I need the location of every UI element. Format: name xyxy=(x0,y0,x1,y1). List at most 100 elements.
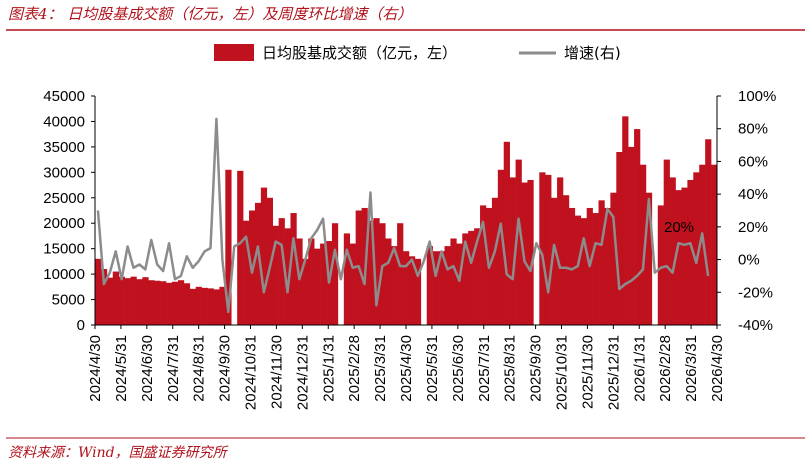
x-tick-label: 2024/6/30 xyxy=(139,335,156,402)
bar xyxy=(450,238,457,325)
x-tick-label: 2025/12/31 xyxy=(605,335,622,410)
bar xyxy=(634,129,641,325)
x-tick-label: 2026/4/30 xyxy=(709,335,726,402)
legend-line-label: 增速(右) xyxy=(564,44,621,62)
bar xyxy=(699,164,706,325)
bar xyxy=(474,228,481,325)
x-tick-label: 2025/6/30 xyxy=(450,335,467,402)
bar xyxy=(444,246,451,325)
bar xyxy=(551,197,558,325)
bar xyxy=(462,233,469,325)
bar xyxy=(302,258,309,325)
bar xyxy=(681,187,688,325)
bar xyxy=(160,281,167,325)
bar xyxy=(272,225,279,325)
bar xyxy=(408,256,416,325)
bar xyxy=(195,286,202,325)
bar xyxy=(616,151,623,325)
bar xyxy=(349,243,356,325)
x-tick-label: 2025/8/31 xyxy=(502,335,519,402)
bar xyxy=(568,207,576,325)
x-tick-label: 2025/5/31 xyxy=(424,335,441,402)
left-tick-label: 25000 xyxy=(43,190,85,207)
bar xyxy=(106,277,114,325)
growth-line xyxy=(96,117,710,314)
bar xyxy=(645,192,653,325)
bar xyxy=(243,220,250,325)
bar-series xyxy=(95,116,718,325)
bar xyxy=(509,177,516,325)
left-tick-label: 5000 xyxy=(52,292,85,309)
bar xyxy=(177,280,185,325)
bar xyxy=(124,278,131,325)
left-tick-label: 20000 xyxy=(43,215,85,232)
bar xyxy=(574,215,582,325)
bar xyxy=(308,238,315,325)
x-tick-label: 2025/11/30 xyxy=(579,335,596,409)
bar xyxy=(391,246,398,325)
bar xyxy=(385,238,392,325)
legend-bar-label: 日均股基成交额（亿元，左） xyxy=(262,44,457,62)
x-tick-label: 2025/3/31 xyxy=(372,335,389,402)
bar xyxy=(237,170,244,325)
x-tick-label: 2026/3/31 xyxy=(683,335,700,402)
x-tick-label: 2025/1/31 xyxy=(320,335,337,402)
x-tick-label: 2025/7/31 xyxy=(476,335,493,402)
bar xyxy=(112,271,119,325)
bar xyxy=(480,205,487,325)
bar xyxy=(373,218,380,325)
x-tick-label: 2024/11/30 xyxy=(268,335,285,409)
bar xyxy=(207,288,214,325)
source-note: 资料来源：Wind，国盛证券研究所 xyxy=(8,445,229,461)
bar xyxy=(604,207,611,325)
bar xyxy=(260,187,268,325)
bar xyxy=(142,277,149,325)
x-tick-label: 2024/5/31 xyxy=(113,335,130,402)
x-tick-label: 2024/7/31 xyxy=(165,335,182,402)
bar xyxy=(539,172,546,325)
bar xyxy=(100,269,108,325)
bar xyxy=(201,287,208,325)
bar xyxy=(438,251,445,325)
bar xyxy=(136,279,143,325)
x-tick-label: 2025/2/28 xyxy=(346,335,363,402)
bar xyxy=(639,164,647,325)
left-tick-label: 40000 xyxy=(43,113,85,130)
right-tick-label: 0% xyxy=(738,252,760,269)
bar xyxy=(669,177,676,325)
bar xyxy=(545,174,552,325)
bar xyxy=(154,280,161,325)
bar xyxy=(705,139,712,325)
bar xyxy=(592,213,599,325)
bar xyxy=(580,218,587,325)
bar xyxy=(515,159,522,325)
right-tick-label: 40% xyxy=(738,186,768,203)
bar xyxy=(367,220,374,325)
left-tick-label: 45000 xyxy=(43,88,85,105)
bar xyxy=(148,280,155,325)
bar xyxy=(284,228,291,325)
x-tick-label: 2025/4/30 xyxy=(398,335,415,402)
right-tick-label: -20% xyxy=(738,284,773,301)
bar xyxy=(598,200,605,325)
bar xyxy=(403,251,410,325)
right-tick-label: 100% xyxy=(738,88,776,105)
bar xyxy=(468,230,475,325)
bar xyxy=(414,258,422,325)
x-tick-label: 2024/8/31 xyxy=(191,335,208,402)
bar xyxy=(426,246,433,325)
bar xyxy=(172,281,179,325)
x-axis-ticks: 2024/4/30 2024/5/31 2024/6/30 2024/7/31 2024… xyxy=(87,325,726,410)
bar xyxy=(562,195,570,325)
bar xyxy=(657,205,664,325)
annotation-label: 20% xyxy=(664,219,694,236)
bar xyxy=(166,282,173,325)
bar xyxy=(663,159,670,325)
bar xyxy=(331,223,339,325)
bar xyxy=(296,238,303,325)
bar xyxy=(278,218,285,325)
left-tick-label: 15000 xyxy=(43,241,85,258)
x-tick-label: 2024/12/31 xyxy=(294,335,311,410)
x-tick-label: 2024/10/31 xyxy=(243,335,260,410)
